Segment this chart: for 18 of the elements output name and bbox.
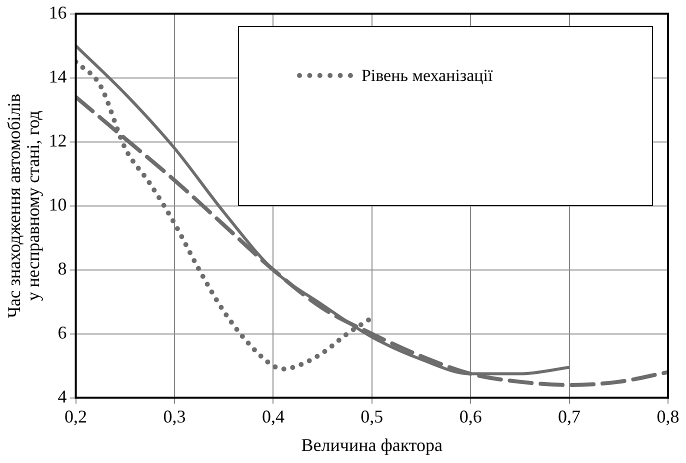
y-tick-label: 10 [48,194,67,215]
legend-frame: Рівень механізації [238,26,653,206]
x-tick-label: 0,5 [360,406,384,426]
y-tick-label: 4 [58,386,67,407]
legend-label: Рівень механізації [361,66,493,86]
x-axis-title: Величина фактора [301,434,443,455]
y-tick-label: 8 [58,258,67,279]
y-axis-title: Час знаходження автомобілів у несправному стані, год [4,94,44,318]
y-tick-label: 14 [48,66,67,87]
y-tick-label: 12 [48,130,67,151]
x-tick-label: 0,2 [64,406,88,426]
x-tick-label: 0,3 [163,406,186,426]
y-tick-label: 16 [48,2,67,23]
x-tick-label: 0,8 [656,406,680,426]
y-tick-label: 6 [58,322,67,343]
x-tick-label: 0,4 [262,406,284,426]
x-tick-label: 0,7 [558,406,581,426]
x-tick-label: 0,6 [459,406,482,426]
